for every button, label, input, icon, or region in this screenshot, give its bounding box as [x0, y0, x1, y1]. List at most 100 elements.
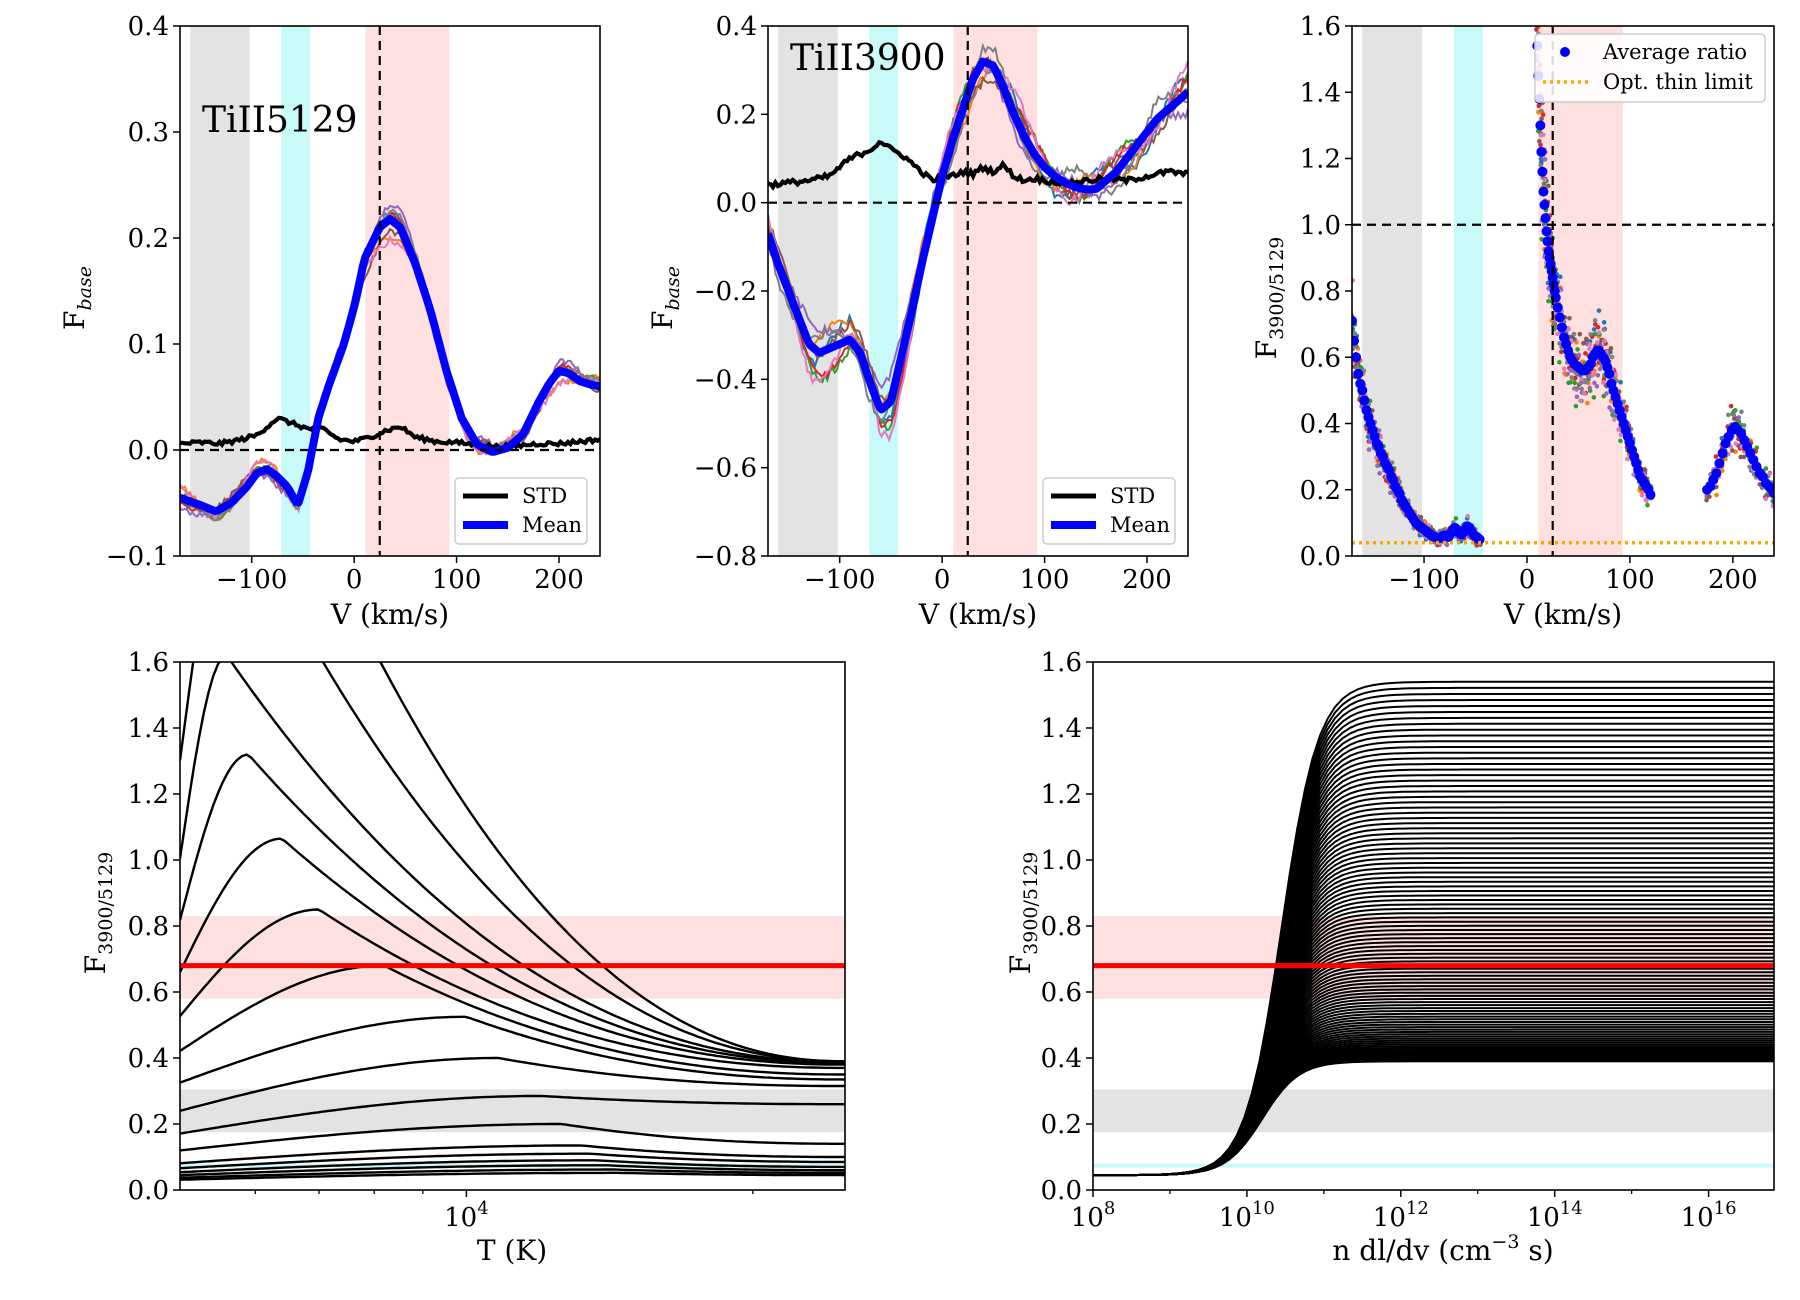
individual-point [1465, 513, 1471, 519]
x-tick-label: 1016 [1681, 1198, 1737, 1233]
average-point [1556, 322, 1567, 333]
individual-point [1713, 454, 1719, 459]
individual-point [1731, 412, 1737, 418]
individual-point [1730, 448, 1735, 453]
model-curve [180, 1171, 845, 1181]
model-curve [1093, 680, 1774, 1177]
y-tick-label: 0.8 [128, 912, 169, 942]
y-axis-label: F3900/5129 [1250, 237, 1288, 360]
y-tick-label: 1.6 [1041, 648, 1082, 678]
y-tick-label: 0.6 [1300, 343, 1341, 373]
individual-point [1539, 159, 1544, 164]
individual-point [1739, 409, 1744, 415]
individual-point [1608, 346, 1614, 351]
individual-point [1595, 372, 1601, 378]
individual-point [1624, 407, 1629, 413]
x-tick-label: −100 [1388, 565, 1459, 595]
y-tick-label: 0.1 [128, 330, 169, 360]
individual-point [1591, 327, 1597, 332]
y-tick-label: 0.4 [716, 12, 757, 42]
model-curve [180, 1122, 845, 1152]
x-tick-label: 104 [444, 1198, 489, 1233]
individual-point [1747, 464, 1752, 470]
individual-point [1582, 391, 1587, 396]
average-point [1359, 395, 1370, 406]
individual-point [1733, 441, 1739, 446]
individual-point [1542, 157, 1548, 162]
model-curve [379, 662, 845, 1063]
x-tick-label: 1012 [1373, 1198, 1429, 1233]
model-curve [180, 1015, 845, 1084]
model-curve [180, 753, 845, 1065]
individual-point [1601, 320, 1607, 325]
band-pink [365, 26, 450, 556]
model-curve [180, 662, 845, 1063]
panel-tiii5129: TiII5129 V (km/s) Fbase −100 0 100 200 −0.1 0… [58, 12, 601, 631]
x-tick-label: 100 [1605, 565, 1655, 595]
y-tick-label: 1.6 [1300, 12, 1341, 42]
average-point [1769, 488, 1774, 499]
y-tick-label: 0.8 [1041, 912, 1082, 942]
panel-title-tiii5129: TiII5129 [202, 100, 358, 141]
y-tick-label: 0.8 [1300, 277, 1341, 307]
individual-point [1565, 371, 1570, 377]
legend-box [1534, 33, 1766, 103]
band-gray [190, 26, 250, 556]
individual-point [1538, 142, 1543, 148]
individual-point [1591, 395, 1597, 400]
individual-point [1568, 379, 1573, 385]
individual-point [1377, 471, 1382, 476]
axes: −100 0 100 200 −0.1 0.0 0.1 0.2 0.3 0.4 [106, 12, 601, 595]
model-curve [180, 964, 845, 1076]
individual-point [1575, 347, 1580, 352]
y-tick-label: 0.6 [1041, 978, 1082, 1008]
individual-point [1596, 330, 1602, 335]
panel-ratio-column: n dl/dv (cm−3 s) F3900/5129 108 1010 1012 1… [1004, 648, 1775, 1267]
axes: 104 0.0 0.2 0.4 0.6 0.8 1.0 1.2 1.4 1.6 [128, 648, 846, 1233]
individual-point [1639, 493, 1645, 498]
x-tick-label: 0 [346, 565, 363, 595]
y-tick-label: 0.4 [1041, 1044, 1082, 1074]
individual-point [1352, 331, 1358, 336]
individual-point [1581, 340, 1586, 346]
individual-point [1613, 372, 1619, 377]
y-tick-label: 1.2 [1041, 780, 1082, 810]
individual-point [1422, 519, 1428, 525]
individual-point [1714, 492, 1719, 498]
mean-line [180, 214, 600, 515]
individual-point [1535, 21, 1540, 26]
model-curve [180, 908, 845, 1070]
individual-point [1573, 375, 1578, 381]
individual-point [1618, 379, 1623, 385]
x-axis-label: V (km/s) [918, 598, 1037, 631]
x-tick-label: 200 [1122, 565, 1172, 595]
individual-point [1352, 326, 1356, 332]
individual-point [1587, 385, 1592, 391]
average-point [1542, 236, 1553, 247]
y-tick-label: 0.0 [128, 1176, 169, 1206]
individual-point [1574, 340, 1579, 345]
individual-point [1601, 327, 1607, 332]
average-point [1536, 146, 1547, 157]
individual-point [1726, 412, 1731, 418]
individual-point [1587, 342, 1593, 347]
model-curve [180, 837, 845, 1066]
average-point [1357, 385, 1368, 396]
panel-ratio-temperature: T (K) F3900/5129 104 0.0 0.2 0.4 0.6 0.8 1.0 1.… [79, 648, 846, 1267]
individual-point [1728, 403, 1734, 409]
std-line [768, 139, 1188, 191]
legend-thin-limit-label: Opt. thin limit [1603, 70, 1753, 94]
band-cyan [869, 26, 899, 556]
individual-point [1567, 315, 1572, 321]
average-point [1539, 199, 1550, 210]
individual-point [1618, 432, 1624, 438]
individual-point [1536, 18, 1541, 23]
x-axis-label: n dl/dv (cm−3 s) [1332, 1231, 1553, 1267]
individual-point [1770, 503, 1774, 509]
band-cyan [1093, 1163, 1774, 1168]
x-tick-label: 1010 [1219, 1198, 1275, 1233]
individual-point [1366, 447, 1372, 452]
average-point [1717, 448, 1728, 459]
individual-point [1588, 332, 1593, 337]
y-tick-label: −0.1 [106, 542, 169, 572]
